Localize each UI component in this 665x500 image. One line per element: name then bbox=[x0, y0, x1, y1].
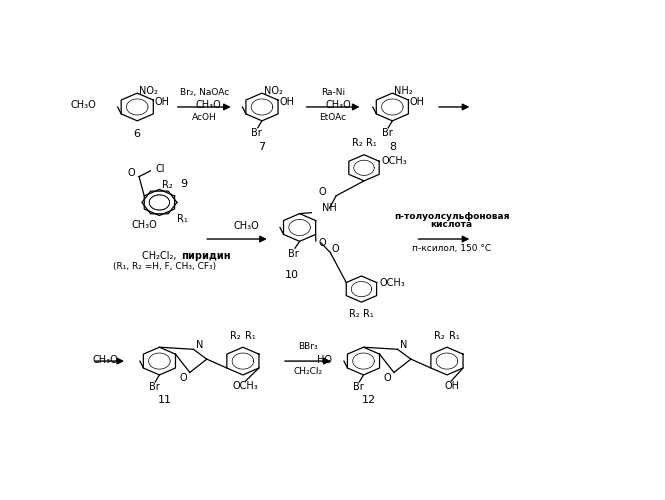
Text: 6: 6 bbox=[134, 129, 141, 139]
Text: 8: 8 bbox=[389, 142, 396, 152]
Text: CH₃O: CH₃O bbox=[326, 100, 352, 110]
Text: пиридин: пиридин bbox=[181, 252, 231, 262]
Text: O: O bbox=[319, 187, 326, 197]
Text: CH₃O: CH₃O bbox=[233, 221, 259, 231]
Text: CH₃O: CH₃O bbox=[70, 100, 96, 110]
Text: п-толуолсульфоновая: п-толуолсульфоновая bbox=[394, 212, 509, 221]
Text: 10: 10 bbox=[285, 270, 299, 280]
Text: O: O bbox=[127, 168, 135, 178]
Text: OH: OH bbox=[410, 97, 425, 107]
Text: (R₁, R₂ =H, F, CH₃, CF₃): (R₁, R₂ =H, F, CH₃, CF₃) bbox=[113, 262, 216, 271]
Text: 12: 12 bbox=[362, 395, 376, 405]
Text: NO₂: NO₂ bbox=[263, 86, 283, 96]
Text: Cl: Cl bbox=[156, 164, 165, 174]
Text: NH₂: NH₂ bbox=[394, 86, 412, 96]
Text: R₁: R₁ bbox=[449, 330, 460, 340]
Text: п-ксилол, 150 °C: п-ксилол, 150 °C bbox=[412, 244, 491, 253]
Text: 7: 7 bbox=[259, 142, 265, 152]
Text: R₁: R₁ bbox=[366, 138, 376, 148]
Text: 11: 11 bbox=[158, 395, 172, 405]
Text: NO₂: NO₂ bbox=[139, 86, 158, 96]
Text: Ra-Ni: Ra-Ni bbox=[321, 88, 345, 97]
Text: CH₃O: CH₃O bbox=[93, 354, 118, 364]
Text: 9: 9 bbox=[180, 178, 187, 188]
Text: Br: Br bbox=[382, 128, 392, 138]
Text: OCH₃: OCH₃ bbox=[233, 382, 258, 392]
Text: R₁: R₁ bbox=[363, 308, 374, 318]
Text: R₂: R₂ bbox=[352, 138, 362, 148]
Text: Br: Br bbox=[353, 382, 364, 392]
Text: AcOH: AcOH bbox=[192, 113, 217, 122]
Text: CH₂Cl₂,: CH₂Cl₂, bbox=[142, 252, 180, 262]
Text: Br₂, NaOAc: Br₂, NaOAc bbox=[180, 88, 229, 97]
Text: EtOAc: EtOAc bbox=[319, 113, 346, 122]
Text: Br: Br bbox=[149, 382, 160, 392]
Text: N: N bbox=[400, 340, 408, 349]
Text: CH₃O: CH₃O bbox=[196, 100, 221, 110]
Text: O: O bbox=[332, 244, 339, 254]
Text: Br: Br bbox=[288, 248, 299, 258]
Text: OCH₃: OCH₃ bbox=[382, 156, 408, 166]
Text: CH₃O: CH₃O bbox=[131, 220, 157, 230]
Text: O: O bbox=[319, 238, 326, 248]
Text: OH: OH bbox=[445, 382, 460, 392]
Text: R₂: R₂ bbox=[349, 308, 360, 318]
Text: N: N bbox=[196, 340, 203, 349]
Text: OH: OH bbox=[279, 97, 295, 107]
Text: O: O bbox=[384, 373, 391, 383]
Text: R₂: R₂ bbox=[162, 180, 173, 190]
Text: OCH₃: OCH₃ bbox=[379, 278, 405, 287]
Text: OH: OH bbox=[155, 97, 170, 107]
Text: CH₂Cl₂: CH₂Cl₂ bbox=[293, 367, 323, 376]
Text: R₂: R₂ bbox=[434, 330, 445, 340]
Text: HO: HO bbox=[317, 354, 332, 364]
Text: NH: NH bbox=[322, 203, 336, 213]
Text: Br: Br bbox=[251, 128, 262, 138]
Text: BBr₃: BBr₃ bbox=[298, 342, 318, 351]
Text: R₂: R₂ bbox=[230, 330, 241, 340]
Text: кислота: кислота bbox=[430, 220, 473, 229]
Text: R₁: R₁ bbox=[177, 214, 188, 224]
Text: R₁: R₁ bbox=[245, 330, 255, 340]
Text: O: O bbox=[180, 373, 188, 383]
